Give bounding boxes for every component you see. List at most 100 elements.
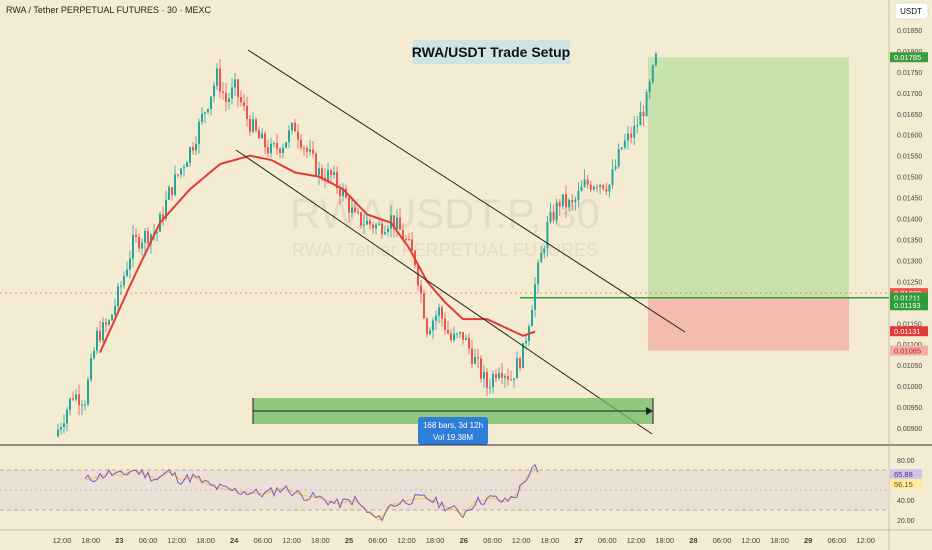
candle-body — [297, 131, 299, 140]
rsi-ma-badge: 56.15 — [894, 480, 913, 489]
candle-body — [614, 166, 617, 170]
candle-body — [228, 98, 230, 103]
candle-body — [558, 202, 561, 207]
candle-body — [546, 222, 549, 249]
candle-body — [605, 189, 608, 192]
time-tick-label: 27 — [574, 536, 582, 545]
time-tick-label: 12:00 — [741, 536, 760, 545]
candle-body — [507, 376, 509, 380]
candles-group — [57, 52, 657, 438]
candle-body — [642, 112, 645, 117]
candle-body — [222, 91, 224, 93]
candle-body — [651, 65, 654, 82]
candle-body — [636, 125, 639, 127]
candle-body — [462, 332, 464, 340]
candle-body — [189, 147, 191, 163]
candle-body — [219, 68, 221, 92]
candle-body — [234, 79, 236, 88]
channel-upper-line[interactable] — [247, 49, 686, 333]
candle-body — [592, 186, 595, 190]
candle-body — [565, 194, 567, 208]
candle-body — [72, 398, 74, 400]
candle-body — [306, 148, 308, 152]
price-badges: 0.017850.0122203:100.012110.011930.01131… — [890, 52, 928, 356]
ma-price-badge-bg — [890, 300, 928, 311]
candle-body — [312, 149, 314, 154]
candle-body — [630, 133, 633, 138]
candle-body — [96, 330, 98, 351]
price-tick-label: 0.00900 — [897, 426, 922, 433]
candle-body — [216, 68, 218, 86]
candle-body — [84, 404, 86, 406]
candle-body — [543, 248, 546, 254]
candle-body — [525, 340, 527, 344]
candle-body — [261, 133, 263, 139]
candle-body — [429, 330, 431, 335]
time-axis[interactable]: 12:00 18:00 23 06:00 12:00 18:00 24 06:00 12:00 1… — [53, 536, 875, 545]
candle-body — [555, 202, 558, 221]
candle-body — [405, 238, 407, 240]
price-tick-label: 0.01300 — [897, 258, 922, 265]
entry-price-badge-bg — [890, 292, 928, 303]
candle-body — [252, 119, 254, 132]
candle-body — [174, 174, 176, 195]
candle-body — [639, 112, 642, 126]
rsi-line — [84, 463, 539, 522]
candle-body — [105, 322, 107, 325]
loss-zone[interactable] — [648, 297, 849, 351]
candle-body — [453, 333, 455, 341]
candle-body — [468, 337, 470, 349]
candle-body — [69, 398, 71, 411]
price-tick-label: 0.01350 — [897, 237, 922, 244]
ma-price-badge: 0.01193 — [894, 301, 921, 310]
rsi-value-badge-bg — [890, 469, 922, 480]
candle-body — [599, 184, 602, 188]
candle-body — [534, 284, 536, 310]
candle-body — [583, 179, 586, 187]
title-box[interactable] — [413, 40, 570, 64]
candle-body — [321, 168, 323, 178]
candle-body — [495, 373, 497, 379]
candle-body — [93, 350, 95, 359]
candle-body — [627, 133, 629, 141]
candle-body — [432, 320, 434, 331]
candle-body — [574, 199, 577, 203]
time-tick-label: 24 — [230, 536, 239, 545]
price-tick-label: 0.01500 — [897, 175, 922, 182]
candle-body — [213, 85, 215, 97]
profit-zone[interactable] — [648, 57, 849, 298]
rsi-tick-label: 40.00 — [897, 498, 915, 505]
time-tick-label: 06:00 — [254, 536, 273, 545]
candle-body — [285, 142, 287, 148]
time-tick-label: 06:00 — [368, 536, 387, 545]
time-tick-label: 18:00 — [655, 536, 674, 545]
candle-body — [396, 217, 398, 229]
candle-body — [393, 215, 395, 229]
candle-body — [288, 130, 290, 143]
time-tick-label: 18:00 — [311, 536, 330, 545]
candle-body — [60, 427, 62, 430]
time-tick-label: 12:00 — [282, 536, 301, 545]
price-tick-label: 0.01450 — [897, 196, 922, 203]
rsi-value-badge: 65.88 — [894, 470, 913, 479]
candle-body — [372, 224, 374, 229]
candle-body — [549, 211, 552, 223]
candle-body — [480, 358, 482, 379]
candle-body — [99, 330, 101, 341]
time-tick-label: 18:00 — [770, 536, 789, 545]
measure-label-bars: 168 bars, 3d 12h — [423, 421, 483, 430]
candle-body — [369, 220, 371, 225]
candle-body — [123, 276, 125, 286]
time-tick-label: 06:00 — [828, 536, 847, 545]
time-tick-label: 12:00 — [512, 536, 531, 545]
channel-lower-line[interactable] — [235, 149, 653, 435]
candle-body — [66, 410, 68, 424]
price-tick-label: 0.01600 — [897, 133, 922, 140]
time-tick-label: 26 — [460, 536, 468, 545]
candle-body — [57, 429, 59, 437]
candle-body — [501, 372, 503, 378]
candle-body — [267, 147, 269, 154]
candle-body — [336, 172, 338, 189]
currency-button[interactable] — [894, 2, 929, 20]
